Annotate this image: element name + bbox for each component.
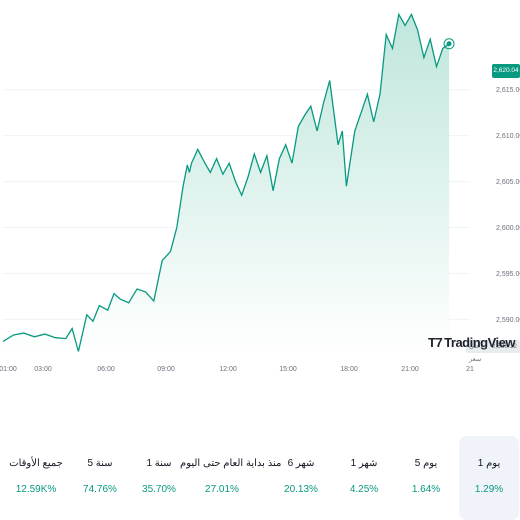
current-price-badge: 2,620.04 [492, 64, 520, 78]
y-tick-label: 2,610.00 [496, 133, 520, 140]
period-tab[interactable]: 1 يوم 1.29% [459, 436, 519, 520]
period-label: جميع الأوقات [9, 458, 63, 469]
period-tab[interactable]: 5 يوم 1.64% [399, 436, 453, 520]
price-chart[interactable]: 2,590.00 2,595.00 2,600.00 2,605.00 2,610.00… [0, 0, 520, 380]
x-tick-label: 12:00 [219, 366, 237, 373]
period-tab[interactable]: 6 شهر 20.13% [271, 436, 331, 520]
last-price-marker [446, 41, 452, 47]
period-label: 5 سنة [87, 458, 113, 469]
period-label: 1 سنة [146, 458, 172, 469]
period-tab[interactable]: 1 سنة 35.70% [134, 436, 184, 520]
tradingview-logo-text: TradingView [444, 335, 516, 350]
x-axis: 01:00 03:00 06:00 09:00 12:00 15:00 18:00 21:00… [0, 366, 474, 373]
period-change-value: 1.64% [411, 484, 441, 495]
y-axis: 2,590.00 2,595.00 2,600.00 2,605.00 2,610.00… [496, 87, 520, 324]
period-label: منذ بداية العام حتى اليوم [180, 458, 282, 469]
tradingview-logo[interactable]: T7 TradingView [428, 335, 516, 350]
period-change-value: 4.25% [349, 484, 379, 495]
period-change-value: 74.76% [83, 484, 117, 495]
x-tick-label: 15:00 [279, 366, 297, 373]
last-price-ring [443, 38, 455, 50]
base-price-label: أعلى سعر [469, 343, 483, 363]
y-tick-label: 2,615.00 [496, 87, 520, 94]
period-label: 6 شهر [287, 458, 315, 469]
period-label: 5 يوم [414, 458, 438, 469]
tradingview-mark-icon: T7 [428, 335, 443, 350]
period-tab[interactable]: 1 شهر 4.25% [337, 436, 391, 520]
x-tick-label: 18:00 [340, 366, 358, 373]
x-tick-label: 06:00 [97, 366, 115, 373]
period-change-value: 35.70% [142, 484, 176, 495]
x-tick-label: 03:00 [34, 366, 52, 373]
x-tick-label: 21:00 [401, 366, 419, 373]
period-tab[interactable]: منذ بداية العام حتى اليوم 27.01% [180, 436, 282, 520]
y-tick-label: 2,590.00 [496, 317, 520, 324]
y-tick-label: 2,600.00 [496, 225, 520, 232]
base-price-value: 2,586.12 [491, 343, 517, 350]
x-tick-label: 01:00 [0, 366, 17, 373]
period-tab[interactable]: جميع الأوقات 12.59K% [4, 436, 68, 520]
period-change-value: 20.13% [284, 484, 318, 495]
period-tab[interactable]: 5 سنة 74.76% [73, 436, 127, 520]
period-change-value: 27.01% [205, 484, 239, 495]
price-area-fill [3, 14, 450, 356]
period-change-value: 1.29% [474, 484, 504, 495]
y-tick-label: 2,605.00 [496, 179, 520, 186]
x-tick-label: 09:00 [157, 366, 175, 373]
period-label: 1 يوم [477, 458, 501, 469]
y-tick-label: 2,595.00 [496, 271, 520, 278]
base-price-badge: أعلى سعر 2,586.12 [466, 340, 520, 363]
period-label: 1 شهر [350, 458, 378, 469]
x-tick-label: 21 [466, 366, 474, 373]
performance-periods: 1 يوم 1.29% 5 يوم 1.64% 1 شهر 4.25% 6 شهر 20.13… [0, 436, 520, 520]
period-change-value: 12.59K% [15, 484, 57, 495]
price-line [2, 12, 450, 352]
